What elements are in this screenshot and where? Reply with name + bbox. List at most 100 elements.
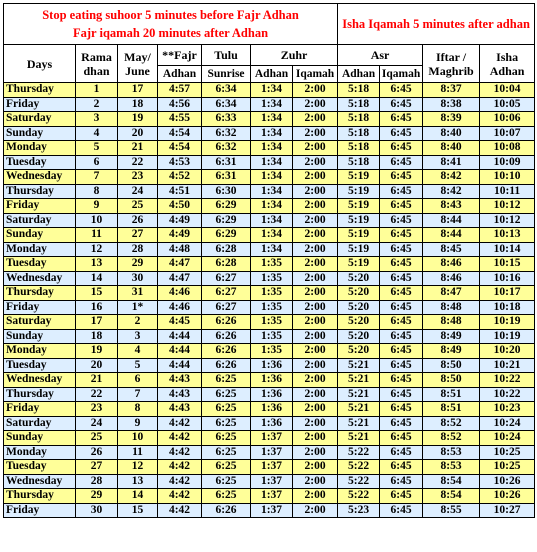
ramadhan-cell: 11 — [75, 227, 118, 243]
day-cell: Wednesday — [3, 372, 76, 388]
date-cell: 8 — [117, 401, 158, 417]
ramadhan-cell: 30 — [75, 502, 118, 518]
ramadhan-cell: 21 — [75, 372, 118, 388]
iftar-cell: 8:48 — [422, 314, 481, 330]
asr-adhan-cell: 5:21 — [337, 415, 381, 431]
table-row: Sunday 25 10 4:42 6:25 1:37 2:00 5:21 6:45 8:52 10… — [3, 430, 536, 446]
iftar-cell: 8:52 — [422, 415, 481, 431]
fajr-cell: 4:42 — [157, 430, 202, 446]
date-cell: 24 — [117, 183, 158, 199]
header-row-1: Days Rama dhan May/June **Fajr Tulu Zuhr … — [3, 44, 536, 83]
zuhr-iqamah-cell: 2:00 — [291, 314, 339, 330]
asr-iqamah-cell: 6:45 — [379, 212, 424, 228]
iftar-cell: 8:40 — [422, 125, 481, 141]
iftar-cell: 8:42 — [422, 169, 481, 185]
zuhr-iqamah-cell: 2:00 — [291, 372, 339, 388]
sunrise-cell: 6:26 — [201, 357, 251, 373]
table-row: Friday 23 8 4:43 6:25 1:36 2:00 5:21 6:45 8:51 10:… — [3, 401, 536, 417]
table-row: Friday 30 15 4:42 6:26 1:37 2:00 5:23 6:45 8:55 10… — [3, 502, 536, 518]
table-row: Sunday 18 3 4:44 6:26 1:35 2:00 5:20 6:45 8:49 10:… — [3, 328, 536, 344]
sunrise-cell: 6:28 — [201, 256, 251, 272]
table-row: Saturday 17 2 4:45 6:26 1:35 2:00 5:20 6:45 8:48 1… — [3, 314, 536, 330]
asr-adhan-cell: 5:21 — [337, 372, 381, 388]
zuhr-adhan-cell: 1:35 — [250, 343, 293, 359]
asr-iqamah-cell: 6:45 — [379, 256, 424, 272]
asr-iqamah-cell: 6:45 — [379, 82, 424, 98]
zuhr-adhan-cell: 1:37 — [250, 502, 293, 518]
asr-adhan-cell: 5:20 — [337, 270, 381, 286]
isha-cell: 10:25 — [479, 444, 536, 460]
day-cell: Saturday — [3, 314, 76, 330]
asr-iqamah-cell: 6:45 — [379, 169, 424, 185]
ramadhan-cell: 1 — [75, 82, 118, 98]
table-row: Thursday 8 24 4:51 6:30 1:34 2:00 5:19 6:45 8:42 1… — [3, 183, 536, 199]
ramadhan-cell: 24 — [75, 415, 118, 431]
sunrise-cell: 6:25 — [201, 415, 251, 431]
date-cell: 27 — [117, 227, 158, 243]
ramadhan-cell: 18 — [75, 328, 118, 344]
sunrise-cell: 6:34 — [201, 82, 251, 98]
sunrise-cell: 6:29 — [201, 212, 251, 228]
table-row: Thursday 22 7 4:43 6:25 1:36 2:00 5:21 6:45 8:51 1… — [3, 386, 536, 402]
date-cell: 7 — [117, 386, 158, 402]
asr-adhan-cell: 5:19 — [337, 241, 381, 257]
date-cell: 13 — [117, 473, 158, 489]
asr-adhan-cell: 5:19 — [337, 169, 381, 185]
date-cell: 9 — [117, 415, 158, 431]
header-isha-line2: Adhan — [489, 63, 525, 78]
day-cell: Wednesday — [3, 169, 76, 185]
zuhr-adhan-cell: 1:34 — [250, 154, 293, 170]
asr-iqamah-cell: 6:45 — [379, 299, 424, 315]
header-isha-line1: Isha — [496, 49, 519, 64]
ramadhan-cell: 25 — [75, 430, 118, 446]
fajr-cell: 4:44 — [157, 343, 202, 359]
fajr-cell: 4:52 — [157, 169, 202, 185]
fajr-cell: 4:44 — [157, 357, 202, 373]
zuhr-adhan-cell: 1:34 — [250, 198, 293, 214]
asr-adhan-cell: 5:22 — [337, 459, 381, 475]
asr-iqamah-cell: 6:45 — [379, 227, 424, 243]
fajr-notice: Stop eating suhoor 5 minutes before Fajr… — [2, 3, 339, 45]
asr-iqamah-cell: 6:45 — [379, 154, 424, 170]
fajr-cell: 4:49 — [157, 212, 202, 228]
iftar-cell: 8:39 — [422, 111, 481, 127]
header-may-june-line1: May/ — [124, 49, 151, 64]
zuhr-adhan-cell: 1:34 — [250, 125, 293, 141]
isha-cell: 10:13 — [479, 227, 536, 243]
table-row: Friday 16 1* 4:46 6:27 1:35 2:00 5:20 6:45 8:48 10… — [3, 299, 536, 315]
ramadhan-cell: 3 — [75, 111, 118, 127]
zuhr-iqamah-cell: 2:00 — [291, 111, 339, 127]
asr-adhan-cell: 5:22 — [337, 444, 381, 460]
isha-cell: 10:16 — [479, 270, 536, 286]
ramadhan-cell: 16 — [75, 299, 118, 315]
day-cell: Sunday — [3, 328, 76, 344]
asr-adhan-cell: 5:19 — [337, 183, 381, 199]
zuhr-adhan-cell: 1:35 — [250, 314, 293, 330]
date-cell: 10 — [117, 430, 158, 446]
isha-cell: 10:06 — [479, 111, 536, 127]
table-row: Tuesday 13 29 4:47 6:28 1:35 2:00 5:19 6:45 8:46 1… — [3, 256, 536, 272]
ramadhan-cell: 4 — [75, 125, 118, 141]
zuhr-iqamah-cell: 2:00 — [291, 401, 339, 417]
date-cell: 15 — [117, 502, 158, 518]
header-zuhr: Zuhr — [249, 44, 339, 66]
fajr-cell: 4:42 — [157, 444, 202, 460]
asr-adhan-cell: 5:22 — [337, 473, 381, 489]
zuhr-iqamah-cell: 2:00 — [291, 82, 339, 98]
timetable-body: Thursday 1 17 4:57 6:34 1:34 2:00 5:18 6:45 8:37 1… — [3, 82, 536, 518]
zuhr-iqamah-cell: 2:00 — [291, 459, 339, 475]
iftar-cell: 8:52 — [422, 430, 481, 446]
fajr-cell: 4:57 — [157, 82, 202, 98]
table-row: Tuesday 6 22 4:53 6:31 1:34 2:00 5:18 6:45 8:41 10… — [3, 154, 536, 170]
isha-cell: 10:21 — [479, 357, 536, 373]
date-cell: 3 — [117, 328, 158, 344]
asr-adhan-cell: 5:19 — [337, 227, 381, 243]
isha-cell: 10:11 — [479, 183, 536, 199]
date-cell: 20 — [117, 125, 158, 141]
zuhr-iqamah-cell: 2:00 — [291, 444, 339, 460]
sunrise-cell: 6:26 — [201, 328, 251, 344]
asr-adhan-cell: 5:19 — [337, 256, 381, 272]
zuhr-adhan-cell: 1:35 — [250, 328, 293, 344]
zuhr-iqamah-cell: 2:00 — [291, 343, 339, 359]
date-cell: 23 — [117, 169, 158, 185]
